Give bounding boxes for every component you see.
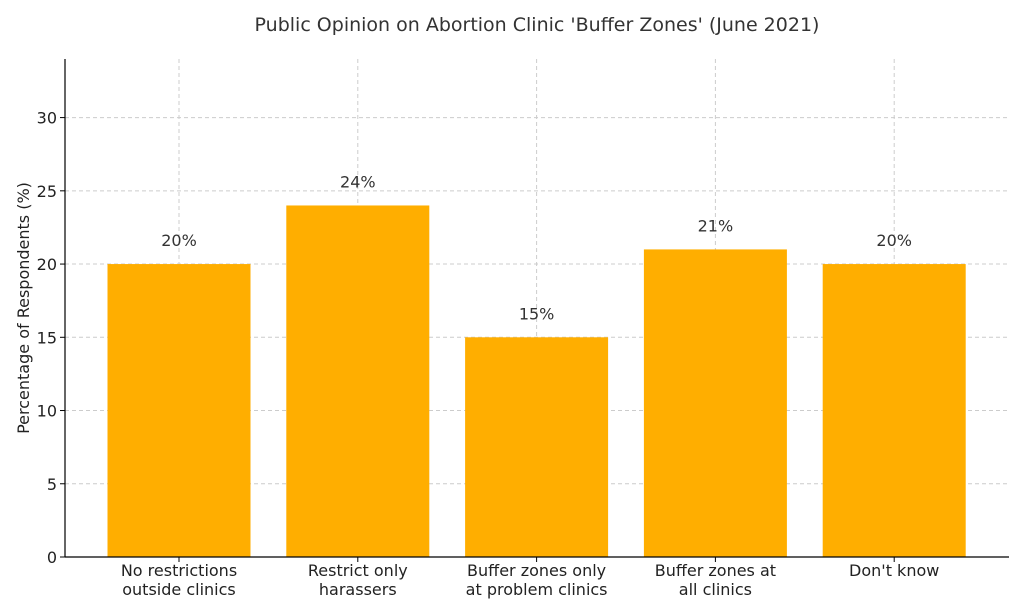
y-tick-label: 0 xyxy=(47,548,57,567)
y-tick-label: 15 xyxy=(37,328,57,347)
bar xyxy=(822,264,966,557)
y-tick-label: 10 xyxy=(37,402,57,421)
y-tick-label: 25 xyxy=(37,182,57,201)
data-labels: 20% 24% 15% 21% 20% xyxy=(161,172,912,323)
x-tick-label: No restrictions xyxy=(121,561,237,580)
x-tick-label: Don't know xyxy=(849,561,939,580)
x-tick-label: Restrict only xyxy=(308,561,408,580)
x-tick-label: harassers xyxy=(319,580,397,599)
y-tick-labels: 0 5 10 15 20 25 30 xyxy=(37,109,57,567)
data-label: 15% xyxy=(519,304,555,323)
y-tick-label: 20 xyxy=(37,255,57,274)
bar xyxy=(465,337,609,557)
data-label: 21% xyxy=(698,216,734,235)
bar xyxy=(643,249,787,558)
data-label: 24% xyxy=(340,172,376,191)
x-tick-label: Buffer zones only xyxy=(467,561,606,580)
x-tick-label: Buffer zones at xyxy=(655,561,776,580)
data-label: 20% xyxy=(161,231,197,250)
chart-title: Public Opinion on Abortion Clinic 'Buffe… xyxy=(255,14,820,36)
x-tick-label: outside clinics xyxy=(122,580,235,599)
x-tick-label: at problem clinics xyxy=(466,580,608,599)
bar xyxy=(107,264,251,557)
y-tick-label: 30 xyxy=(37,109,57,128)
bar xyxy=(286,205,430,557)
bars xyxy=(107,205,966,558)
axes xyxy=(60,59,1009,562)
y-tick-label: 5 xyxy=(47,475,57,494)
data-label: 20% xyxy=(876,231,912,250)
y-axis-label: Percentage of Respondents (%) xyxy=(14,182,33,434)
x-tick-label: all clinics xyxy=(679,580,752,599)
